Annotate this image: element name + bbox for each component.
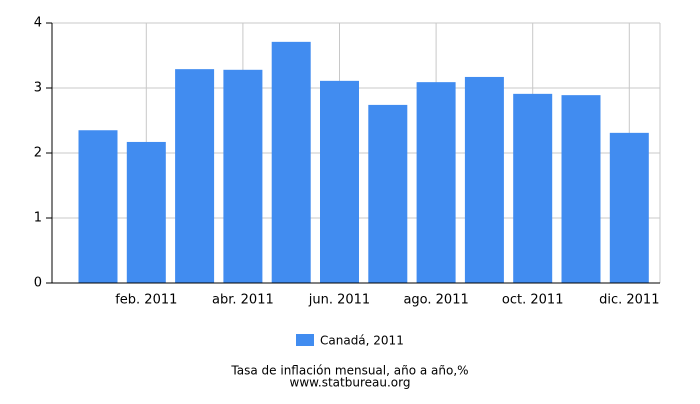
x-tick-label: jun. 2011 — [308, 293, 370, 308]
x-tick-label: dic. 2011 — [599, 293, 659, 308]
bar — [175, 69, 215, 284]
chart-title: Tasa de inflación mensual, año a año,% — [230, 364, 468, 378]
bar — [78, 130, 118, 283]
x-tick-label: abr. 2011 — [212, 293, 274, 308]
y-tick-label: 0 — [34, 276, 42, 291]
legend-swatch — [296, 334, 314, 346]
bar — [320, 80, 359, 283]
bar — [609, 132, 649, 283]
y-tick-label: 2 — [34, 146, 42, 161]
bar — [464, 76, 504, 283]
bar — [416, 82, 456, 284]
legend-label: Canadá, 2011 — [320, 334, 404, 348]
x-tick-label: ago. 2011 — [403, 293, 468, 308]
y-tick-label: 3 — [34, 81, 42, 96]
bar — [223, 69, 263, 283]
y-tick-label: 1 — [34, 211, 42, 226]
bar — [513, 93, 553, 283]
bar — [126, 141, 166, 283]
chart-source: www.statbureau.org — [290, 376, 411, 390]
x-tick-label: feb. 2011 — [115, 293, 177, 308]
bar — [561, 95, 601, 284]
x-tick-label: oct. 2011 — [502, 293, 564, 308]
bar — [271, 41, 311, 283]
y-tick-label: 4 — [34, 16, 42, 31]
bar — [368, 104, 408, 284]
